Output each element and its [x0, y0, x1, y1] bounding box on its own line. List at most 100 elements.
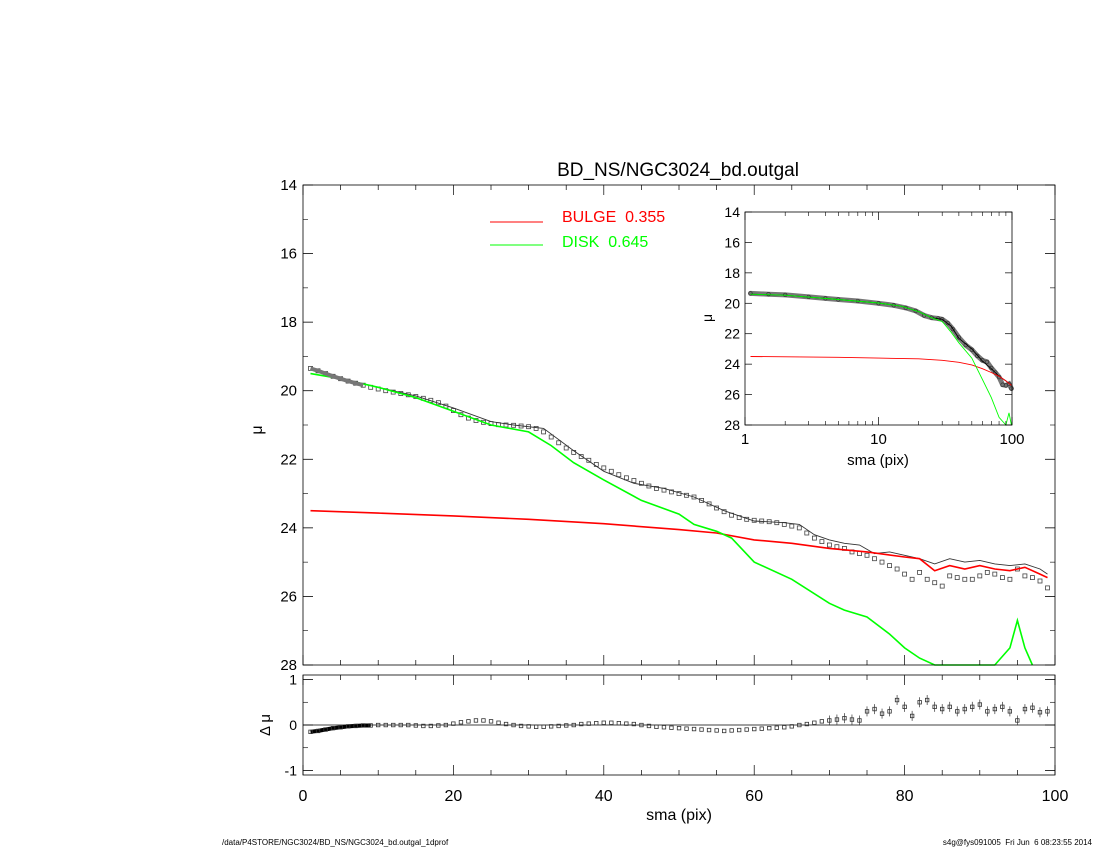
residual-point — [676, 726, 682, 731]
legend-disk-label: DISK 0.645 — [562, 234, 648, 251]
residual-point — [1007, 709, 1012, 714]
residual-point — [955, 709, 960, 714]
main-observed-core — [309, 366, 364, 388]
inset-xtick-label: 10 — [870, 431, 887, 448]
residual-point — [872, 706, 877, 712]
main-ytick-label: 26 — [280, 588, 297, 605]
inset-observed-point — [748, 291, 753, 296]
residual-point — [759, 726, 764, 731]
main-observed-point — [796, 525, 802, 531]
main-observed-point — [533, 425, 539, 431]
residual-point — [827, 718, 832, 723]
residual-point — [541, 724, 546, 729]
inset-xtick-label: 100 — [999, 431, 1024, 448]
residual-point — [323, 727, 328, 732]
residual-point — [737, 727, 742, 733]
residual-xtick-label: 100 — [1042, 788, 1069, 805]
inset-observed-point — [1009, 386, 1014, 391]
residual-point — [391, 722, 396, 728]
residual-point — [458, 720, 464, 725]
residual-ytick-label: -1 — [285, 762, 298, 778]
main-observed-point — [932, 580, 938, 586]
inset-axes: 14 16 18 20 22 24 26 281 10 100 — [724, 204, 1024, 448]
residual-point — [947, 704, 952, 709]
main-observed-point — [631, 478, 637, 483]
main-title: BD_NS/NGC3024_bd.outgal — [557, 160, 799, 181]
residual-point — [503, 721, 509, 727]
main-observed-point — [812, 535, 817, 541]
residual-point — [428, 723, 434, 729]
residual-point — [729, 728, 734, 733]
inset-series — [748, 290, 1014, 426]
main-observed-point — [902, 571, 907, 577]
residual-point — [661, 725, 667, 730]
residual-point — [601, 720, 606, 725]
residual-point — [1015, 718, 1020, 723]
inset-ytick-label: 14 — [724, 204, 740, 220]
main-observed-point — [977, 573, 983, 579]
residual-point — [864, 709, 870, 714]
main-observed-point — [1007, 576, 1013, 582]
residual-point — [767, 726, 772, 731]
main-observed-point — [691, 494, 697, 500]
residual-point — [609, 720, 614, 725]
residual-point — [722, 728, 727, 734]
main-observed-point — [541, 429, 546, 435]
residual-point — [413, 723, 419, 728]
main-observed-point — [992, 571, 998, 577]
main-observed-point — [563, 445, 569, 451]
inset-observed-point — [980, 358, 985, 363]
residual-point — [910, 713, 915, 719]
inset-observed-point — [975, 353, 980, 358]
legend: BULGE 0.355 DISK 0.645 — [490, 209, 665, 251]
main-observed-point — [909, 576, 915, 582]
main-observed-point — [608, 468, 614, 474]
residual-point — [586, 721, 591, 726]
residual-ytick-label: 0 — [289, 717, 297, 733]
residual-point — [360, 723, 366, 728]
residual-point — [534, 724, 539, 729]
main-observed-point — [962, 576, 968, 582]
main-observed-point — [1037, 578, 1043, 584]
main-observed-point — [669, 489, 674, 495]
inset-observed-point — [945, 320, 950, 326]
residual-xlabel: sma (pix) — [646, 807, 712, 824]
main-observed-point — [857, 551, 862, 556]
main-observed-point — [947, 573, 953, 579]
residual-point — [353, 723, 358, 729]
residual-point — [1037, 710, 1043, 715]
residual-point — [669, 725, 674, 730]
residual-point — [406, 722, 411, 728]
footer-file-path: /data/P4STORE/NGC3024/BD_NS/NGC3024_bd.o… — [222, 838, 449, 847]
residual-point — [345, 724, 351, 729]
inset-observed-point — [1006, 381, 1012, 387]
residual-ylabel: Δ μ — [257, 714, 274, 736]
main-observed-point — [969, 576, 975, 582]
residual-point — [940, 706, 945, 712]
main-observed-point — [624, 475, 629, 481]
residual-point — [308, 729, 313, 734]
residual-point — [752, 726, 757, 732]
inset-xtick-label: 1 — [741, 431, 749, 448]
residual-point — [925, 697, 930, 703]
main-model-total-line — [310, 373, 1048, 575]
main-observed-point — [1030, 575, 1035, 580]
residual-ytick-label: 1 — [289, 672, 297, 688]
inset-observed-point — [984, 359, 990, 365]
residual-point — [774, 725, 779, 730]
main-ytick-label: 24 — [280, 520, 297, 537]
residual-point — [398, 722, 403, 728]
main-observed-point — [924, 576, 930, 582]
main-observed-point — [872, 556, 877, 562]
inset-ytick-label: 16 — [724, 234, 740, 250]
inset-ytick-label: 26 — [724, 387, 740, 403]
figure: BD_NS/NGC3024_bd.outgal 14 16 18 20 22 24 26 28… — [249, 160, 1068, 824]
main-observed-point — [1022, 573, 1028, 579]
residual-point — [1030, 705, 1035, 710]
residual-point — [970, 704, 975, 709]
residual-point — [571, 722, 576, 728]
residual-point — [646, 723, 652, 729]
main-plot: BD_NS/NGC3024_bd.outgal 14 16 18 20 22 24 26 28… — [249, 160, 1056, 674]
residual-point — [894, 697, 900, 703]
